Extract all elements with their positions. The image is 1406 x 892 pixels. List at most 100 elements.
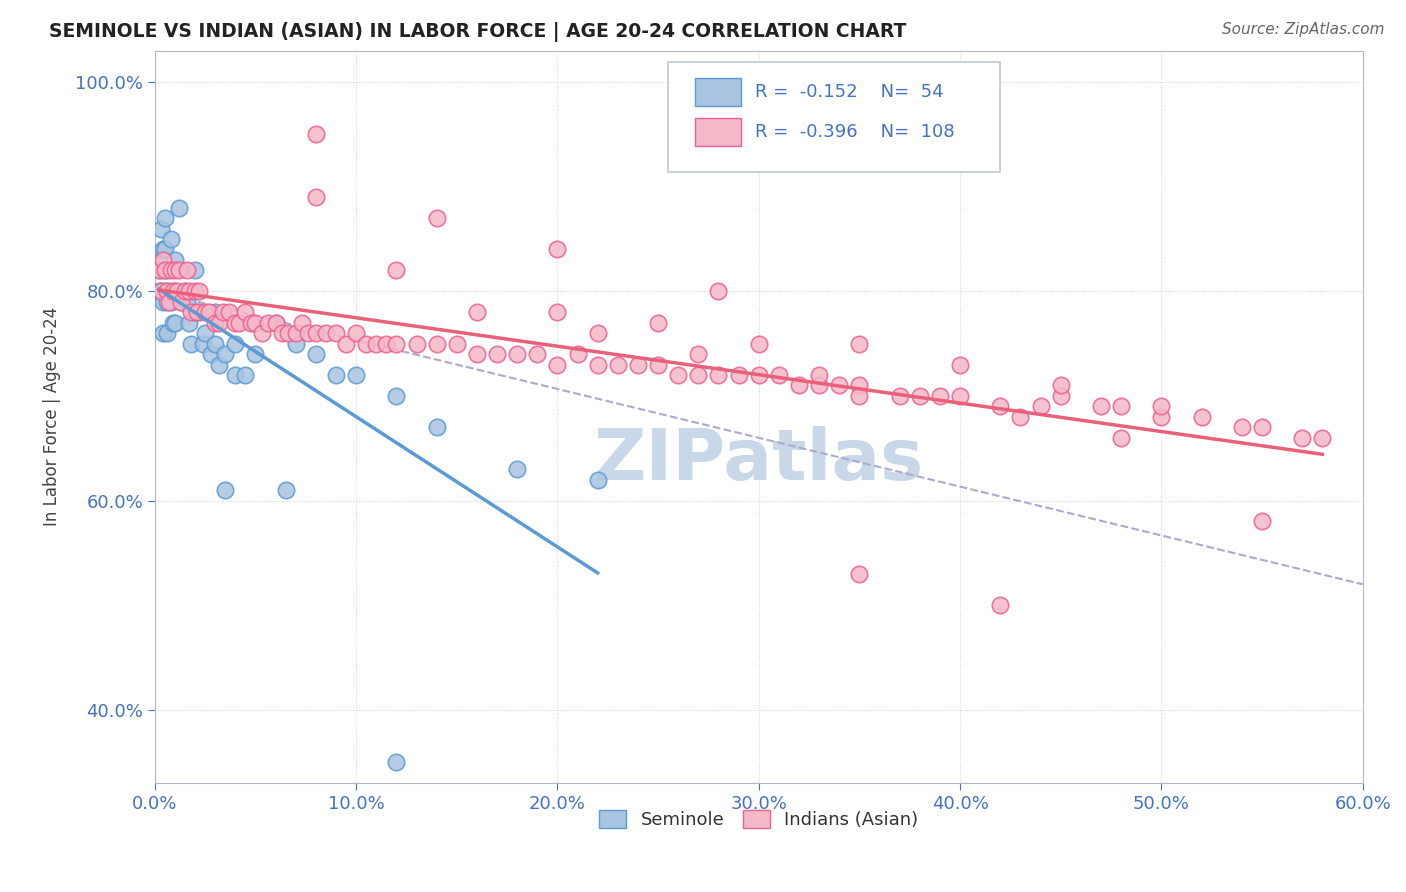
Point <box>149 252 172 267</box>
Point <box>707 368 730 382</box>
Point <box>1251 420 1274 434</box>
Point <box>305 326 328 341</box>
Point <box>366 336 388 351</box>
Point <box>385 755 408 769</box>
Point <box>848 566 870 581</box>
Point <box>163 285 186 299</box>
Point <box>647 316 669 330</box>
Point <box>297 326 319 341</box>
Point <box>176 294 198 309</box>
Point <box>586 326 609 341</box>
Point <box>305 190 328 204</box>
Point <box>214 483 236 497</box>
Point <box>465 347 488 361</box>
Point <box>188 305 211 319</box>
Point <box>224 368 246 382</box>
Point <box>160 263 183 277</box>
Point <box>606 358 628 372</box>
Legend: Seminole, Indians (Asian): Seminole, Indians (Asian) <box>592 803 925 837</box>
Point <box>162 316 184 330</box>
Point <box>1049 378 1071 392</box>
Point <box>828 378 851 392</box>
Point <box>235 368 257 382</box>
Point <box>240 316 263 330</box>
Point <box>748 336 770 351</box>
Point <box>627 358 650 372</box>
Point <box>1291 431 1313 445</box>
Point <box>949 389 972 403</box>
Point <box>1150 400 1173 414</box>
Point <box>647 358 669 372</box>
Point <box>250 326 273 341</box>
Point <box>1191 409 1213 424</box>
Point <box>174 285 197 299</box>
Point <box>163 316 186 330</box>
Point <box>200 347 222 361</box>
Point <box>426 420 449 434</box>
Point <box>152 252 174 267</box>
Point <box>787 378 810 392</box>
Point <box>277 326 299 341</box>
Point <box>148 263 170 277</box>
Point <box>586 473 609 487</box>
Point <box>928 389 950 403</box>
Point <box>305 347 328 361</box>
Point <box>1090 400 1112 414</box>
Point <box>315 326 337 341</box>
Point <box>988 598 1011 612</box>
Point <box>270 326 292 341</box>
Point <box>567 347 589 361</box>
Point <box>848 336 870 351</box>
Point <box>768 368 790 382</box>
Point <box>194 305 217 319</box>
Point <box>149 285 172 299</box>
Point <box>163 263 186 277</box>
Point <box>224 336 246 351</box>
Point <box>160 232 183 246</box>
Point <box>204 336 226 351</box>
Point <box>1010 409 1032 424</box>
Point <box>375 336 398 351</box>
Point <box>274 483 297 497</box>
Point <box>176 263 198 277</box>
Point <box>204 305 226 319</box>
Text: Source: ZipAtlas.com: Source: ZipAtlas.com <box>1222 22 1385 37</box>
Point <box>264 316 287 330</box>
Point <box>1251 515 1274 529</box>
Point <box>160 294 183 309</box>
Point <box>184 305 207 319</box>
Point <box>748 368 770 382</box>
Point <box>162 285 184 299</box>
Point <box>149 285 172 299</box>
Point <box>152 243 174 257</box>
Point <box>988 400 1011 414</box>
Point <box>426 336 449 351</box>
Point <box>152 294 174 309</box>
Point <box>848 389 870 403</box>
Point <box>949 358 972 372</box>
Point <box>385 389 408 403</box>
Point <box>198 305 221 319</box>
Point <box>1029 400 1052 414</box>
Point <box>446 336 468 351</box>
Point <box>1109 431 1132 445</box>
Point <box>156 263 179 277</box>
Point <box>157 294 180 309</box>
Point <box>204 316 226 330</box>
Point <box>264 316 287 330</box>
Point <box>688 368 710 382</box>
Point <box>177 316 200 330</box>
Point <box>245 316 267 330</box>
Point <box>688 347 710 361</box>
Bar <box>695 78 741 105</box>
Point <box>385 336 408 351</box>
Point <box>167 263 190 277</box>
Point <box>174 285 197 299</box>
Point <box>335 336 357 351</box>
Point <box>546 243 568 257</box>
Point <box>163 252 186 267</box>
Point <box>325 368 347 382</box>
Point <box>546 305 568 319</box>
Point <box>506 462 529 476</box>
Point <box>245 347 267 361</box>
